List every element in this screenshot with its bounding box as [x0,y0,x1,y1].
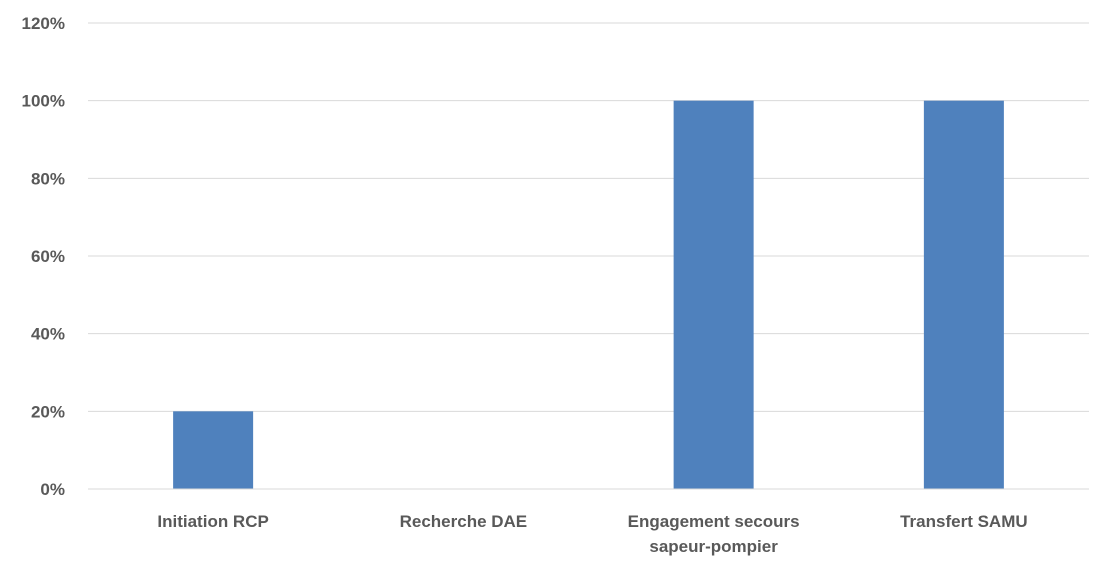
y-tick-label: 20% [31,402,65,421]
y-tick-label: 0% [40,480,65,499]
y-tick-label: 120% [22,14,65,33]
x-category-label: Recherche DAE [400,512,528,531]
bar [673,100,754,490]
x-category-label: Engagement secours [628,512,800,531]
y-tick-label: 60% [31,247,65,266]
y-axis-tick-labels: 0% 20% 40% 60% 80% 100% 120% [22,14,65,499]
bar-series [173,100,1004,490]
y-tick-label: 100% [22,92,65,111]
x-category-label: Transfert SAMU [900,512,1028,531]
bar [923,100,1004,490]
y-tick-label: 80% [31,169,65,188]
y-gridlines [88,22,1089,412]
x-axis-category-labels: Initiation RCP Recherche DAE Engagement se… [157,512,1027,556]
bar [173,411,254,489]
x-category-label: Initiation RCP [157,512,268,531]
x-category-label: sapeur-pompier [649,537,778,556]
y-tick-label: 40% [31,325,65,344]
